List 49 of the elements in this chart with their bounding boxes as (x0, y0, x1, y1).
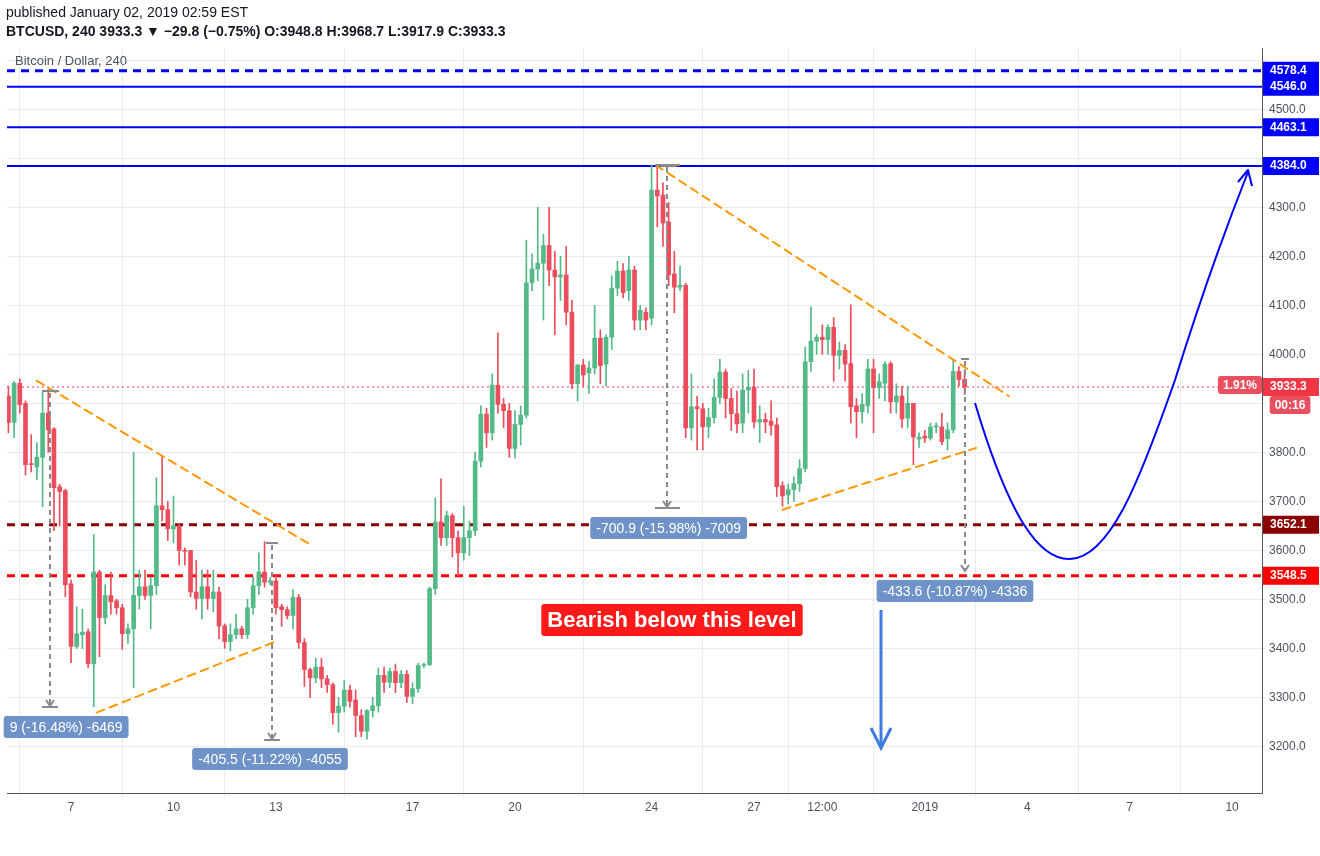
chart-subtitle: BTCUSD, 240 3933.3 ▼ −29.8 (−0.75%) O:3948.8 H:3968.7 L:3917.9 C:3933.3 (6, 22, 506, 41)
x-tick-label: 17 (405, 799, 420, 814)
y-tick-label: 3600.0 (1269, 542, 1307, 557)
candlestick (757, 405, 763, 443)
y-tick-label: 4500.0 (1269, 101, 1307, 116)
y-tick-label: 3200.0 (1269, 738, 1307, 753)
candlestick (535, 206, 541, 282)
y-tick-label: 3700.0 (1269, 493, 1307, 508)
x-tick-label: 7 (67, 799, 75, 814)
candlestick (677, 265, 683, 291)
text: 00:16 (1274, 398, 1306, 413)
annotation: -433.6 (-10.87%) -4336 (882, 582, 1028, 599)
y-tick-label: 3300.0 (1269, 689, 1307, 704)
y-tick-label: 4100.0 (1269, 297, 1307, 312)
ref-line-label: 4384.0 (1270, 158, 1308, 173)
x-tick-label: 10 (166, 799, 181, 814)
x-tick-label: 7 (1126, 799, 1134, 814)
ref-line-label: 4578.4 (1270, 63, 1308, 78)
chart-title: Bitcoin / Dollar, 240 (15, 52, 128, 68)
annotation: -405.5 (-11.22%) -4055 (198, 750, 343, 767)
ref-line-label: 3933.3 (1270, 379, 1308, 394)
candlestick (210, 569, 216, 612)
x-tick-label: 10 (1225, 799, 1240, 814)
y-tick-label: 3800.0 (1269, 444, 1307, 459)
x-tick-label: 4 (1023, 799, 1031, 814)
candlestick (193, 559, 199, 610)
annotation: 1.91% (1222, 378, 1258, 393)
y-tick-label: 4000.0 (1269, 346, 1307, 361)
y-tick-label: 3400.0 (1269, 640, 1307, 655)
y-tick-label: 4200.0 (1269, 248, 1307, 263)
y-tick-label: 3500.0 (1269, 591, 1307, 606)
annotation: -700.9 (-15.98%) -7009 (596, 519, 742, 536)
x-tick-label: 12:00 (807, 799, 838, 814)
annotation: Bearish below this level (547, 607, 797, 633)
x-tick-label: 24 (644, 799, 659, 814)
candlestick (819, 324, 825, 355)
candlestick (893, 383, 899, 414)
x-tick-label: 2019 (911, 799, 939, 814)
x-tick-label: 13 (269, 799, 283, 814)
y-tick-label: 4300.0 (1269, 199, 1307, 214)
annotation: 9 (-16.48%) -6469 (9, 718, 123, 735)
ref-line-label: 3652.1 (1270, 517, 1308, 532)
x-tick-label: 27 (747, 799, 762, 814)
x-tick-label: 20 (508, 799, 522, 814)
ref-line-label: 4546.0 (1270, 79, 1308, 94)
candlestick (552, 251, 558, 336)
text: published January 02, 2019 02:59 EST (6, 3, 250, 22)
ref-line-label: 4463.1 (1270, 119, 1308, 134)
ref-line-label: 3548.5 (1270, 567, 1308, 582)
